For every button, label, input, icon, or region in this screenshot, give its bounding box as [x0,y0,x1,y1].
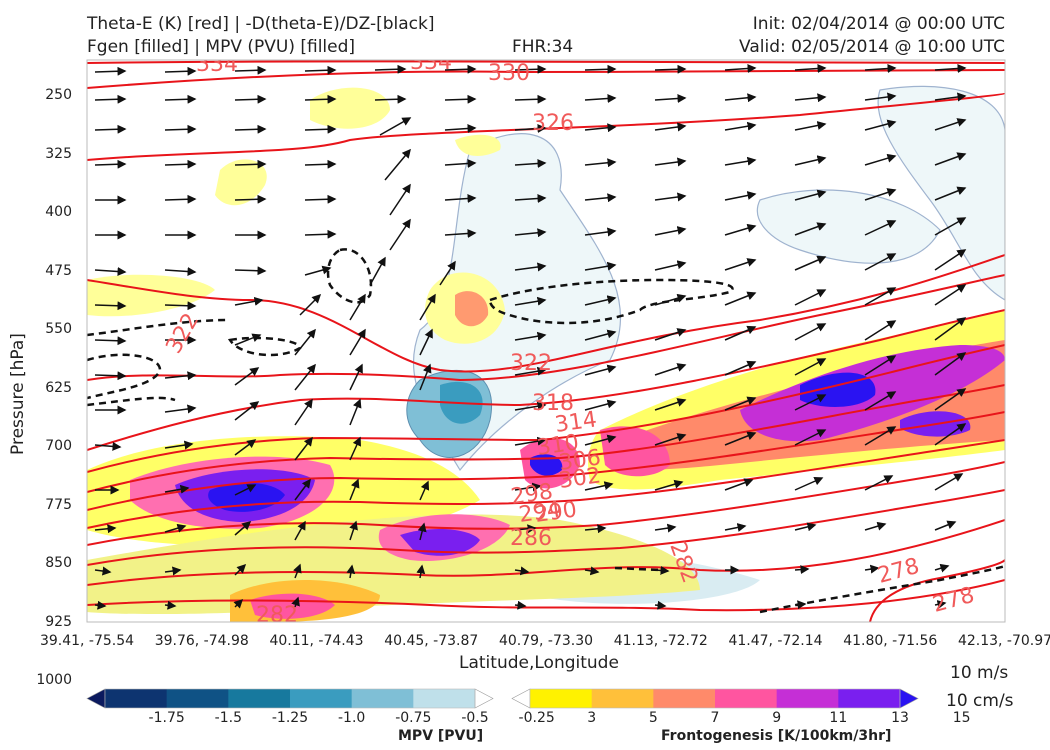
theta-e-label: 302 [557,463,602,494]
colorbar-tick-label: 11 [829,710,848,726]
theta-e-label: 306 [557,445,602,476]
colorbar-segment [715,689,778,708]
fgen-band [87,514,700,615]
colorbar-tick-label: -1.5 [214,710,242,726]
colorbar-segment [290,689,353,708]
y-tick-label: 625 [45,379,72,396]
y-tick-label: 925 [45,613,72,630]
y-axis-label: Pressure [hPa] [8,333,28,455]
wind-vectors [94,64,967,610]
y-tick-label: 250 [45,87,72,103]
colorbar-segment [351,689,414,708]
vector-key-vertical: 10 cm/s [946,691,1014,711]
colorbar-tick-label: -1.25 [271,710,309,726]
theta-e-label: 318 [532,391,574,416]
x-tick-label: 40.11, -74.43 [269,633,364,649]
x-tick-label: 39.41, -75.54 [39,633,135,649]
colorbar-tick-label: 9 [772,710,782,726]
x-axis-label: Latitude,Longitude [459,653,619,673]
colorbar-tick-label: -0.5 [461,710,489,726]
colorbar-tick-label: -0.75 [395,710,432,726]
theta-e-label: 326 [532,111,574,136]
theta-e-contour-labels: 334 334 3303263223223183143103063022982942… [162,50,978,628]
x-tick-label: 40.45, -73.87 [384,633,479,649]
colorbar-segment [228,689,291,708]
theta-e-label: 298 [509,479,554,510]
y-tick-label: 475 [45,262,72,279]
colorbar-extend-left [86,688,106,709]
theta-e-label: 286 [510,526,552,551]
fgen-region [215,159,267,206]
theta-e-label: 282 [256,603,298,628]
colorbar-segment [591,689,654,708]
fgen-region [455,134,501,156]
colorbar-extend-right [474,688,494,709]
theta-e-label: 314 [553,407,598,438]
init-time: Init: 02/04/2014 @ 00:00 UTC [752,14,1005,34]
chart-title-line1: Theta-E (K) [red] | -D(theta-E)/DZ-[blac… [87,14,435,34]
theta-e-label: 294 [517,497,562,528]
mpv-colorbar [86,688,494,709]
chart-title-line2: Fgen [filled] | MPV (PVU) [filled] [87,37,356,57]
colorbar-tick-label: -0.25 [518,710,555,726]
colorbar-outline [104,688,476,709]
x-tick-label: 42.13, -70.97 [957,633,1050,649]
y-tick-label: 775 [45,496,72,513]
fgen-colorbar-title: Frontogenesis [K/100km/3hr] [661,728,892,744]
x-tick-label: 39.76, -74.98 [154,633,249,649]
colorbar-tick-label: -1.0 [337,710,366,726]
filled-fields: 334 334 3303263223223183143103063022982942… [87,50,1005,628]
theta-e-label: 334 [410,50,452,75]
theta-e-label: 330 [488,61,530,86]
x-tick-label: 41.47, -72.14 [728,633,823,649]
fgen-region [455,291,489,327]
colorbar-segment [838,689,901,708]
theta-e-label: 310 [535,430,580,461]
colorbar-segment [530,689,593,708]
fgen-colorbar [511,688,919,709]
y-tick-label: 700 [45,438,72,454]
colorbar-segment [776,689,839,708]
colorbar-extend-right [899,688,919,709]
colorbar-tick-label: 7 [710,710,720,726]
fgen-band [400,528,480,556]
colorbar-outline [529,688,901,709]
colorbar-segment [413,689,476,708]
colorbar-tick-label: 3 [587,710,597,726]
colorbar-segment [105,689,168,708]
x-tick-label: 41.80, -71.56 [843,633,938,649]
colorbar-tick-label: -1.75 [148,710,185,726]
y-tick-label: 550 [45,321,72,337]
fgen-band [600,426,670,477]
plot-frame [86,59,1006,623]
vector-key-horizontal: 10 m/s [950,663,1009,683]
colorbar-segment [166,689,229,708]
valid-time: Valid: 02/05/2014 @ 10:00 UTC [739,37,1005,57]
colorbar-tick-label: 15 [952,710,971,726]
y-tick-label: 325 [45,145,72,162]
theta-e-label: 334 [196,52,238,77]
x-tick-label: 41.13, -72.72 [613,633,708,649]
mpv-region [756,189,941,264]
y-tick-label: 1000 [36,672,72,688]
theta-e-label: 322 [510,351,552,376]
colorbar-segment [653,689,716,708]
mpv-colorbar-title: MPV [PVU] [398,728,484,744]
y-tick-label: 850 [45,555,72,571]
colorbar-tick-label: 5 [648,710,658,726]
fgen-band [530,454,563,476]
x-tick-label: 40.79, -73.30 [498,633,594,649]
colorbar-extend-left [511,688,531,709]
theta-e-label: 290 [533,497,578,528]
y-tick-label: 400 [45,204,72,220]
colorbar-tick-label: 13 [891,710,909,726]
forecast-hour: FHR:34 [512,37,574,57]
